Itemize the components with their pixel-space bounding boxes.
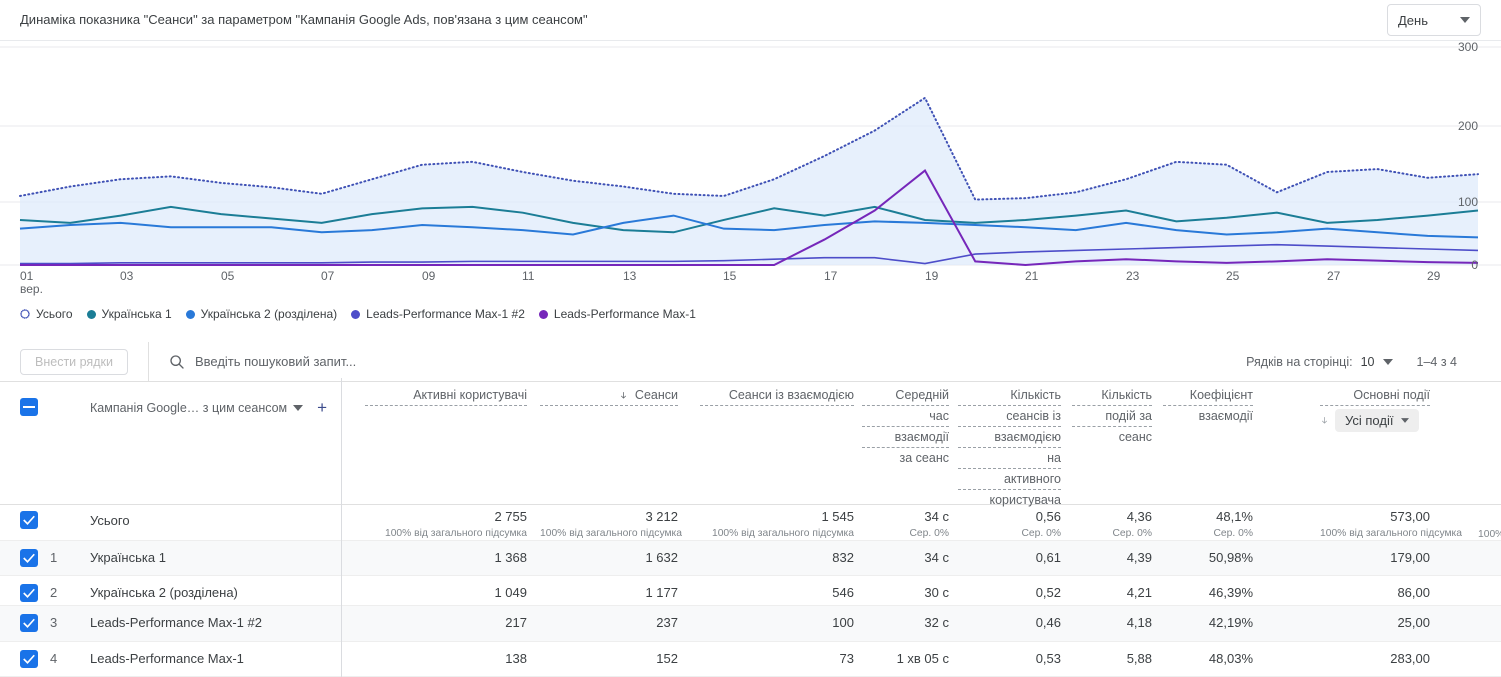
svg-text:09: 09 xyxy=(422,269,436,283)
svg-text:17: 17 xyxy=(824,269,838,283)
svg-text:29: 29 xyxy=(1427,269,1441,283)
svg-text:0: 0 xyxy=(1471,258,1478,272)
svg-text:27: 27 xyxy=(1327,269,1341,283)
svg-text:100: 100 xyxy=(1458,195,1478,209)
svg-text:200: 200 xyxy=(1458,119,1478,133)
svg-text:13: 13 xyxy=(623,269,637,283)
svg-text:25: 25 xyxy=(1226,269,1240,283)
svg-text:300: 300 xyxy=(1458,40,1478,54)
svg-text:19: 19 xyxy=(925,269,939,283)
svg-text:15: 15 xyxy=(723,269,737,283)
svg-text:01: 01 xyxy=(20,269,34,283)
svg-text:вер.: вер. xyxy=(20,282,43,296)
svg-text:11: 11 xyxy=(522,269,535,283)
svg-text:21: 21 xyxy=(1025,269,1039,283)
svg-text:23: 23 xyxy=(1126,269,1140,283)
svg-text:03: 03 xyxy=(120,269,134,283)
svg-text:05: 05 xyxy=(221,269,235,283)
svg-text:07: 07 xyxy=(321,269,335,283)
